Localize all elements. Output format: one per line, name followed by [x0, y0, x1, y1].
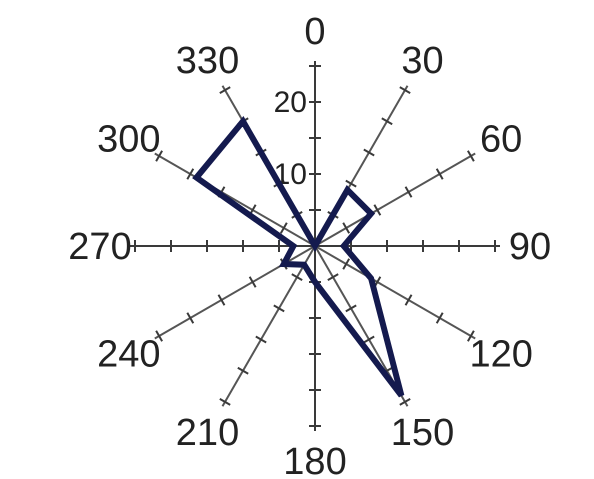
tick-150-15: [363, 335, 375, 344]
tick-210-25: [219, 398, 231, 406]
angle-label-300: 300: [97, 119, 160, 161]
tick-150-25: [399, 398, 411, 406]
tick-210-5: [291, 273, 303, 282]
radius-label-20: 20: [274, 86, 307, 119]
angle-label-240: 240: [97, 334, 160, 376]
tick-240-20: [186, 312, 195, 324]
angle-label-180: 180: [283, 441, 346, 479]
tick-30-20: [381, 117, 393, 126]
tick-240-15: [217, 294, 226, 306]
tick-210-10: [273, 304, 285, 313]
tick-120-25: [467, 330, 475, 342]
tick-30-15: [363, 148, 375, 157]
tick-330-25: [219, 86, 231, 94]
angle-label-60: 60: [480, 119, 522, 161]
angle-label-0: 0: [304, 11, 325, 53]
angle-label-270: 270: [68, 226, 131, 268]
tick-150-10: [345, 304, 357, 313]
tick-120-5: [342, 258, 351, 270]
angle-label-150: 150: [391, 412, 454, 454]
angle-label-330: 330: [176, 40, 239, 82]
tick-60-15: [404, 186, 413, 198]
tick-60-10: [373, 204, 382, 216]
tick-300-5: [279, 222, 288, 234]
angle-label-30: 30: [401, 40, 443, 82]
angle-label-120: 120: [469, 334, 532, 376]
angle-label-90: 90: [509, 226, 551, 268]
radial-ticks: [134, 65, 496, 427]
tick-120-15: [404, 294, 413, 306]
angle-labels: 0 30 60 90 120 150 180 210 240 270 300 330: [68, 11, 551, 479]
tick-210-15: [255, 335, 267, 344]
angle-label-210: 210: [176, 412, 239, 454]
tick-60-5: [342, 222, 351, 234]
tick-30-25: [399, 86, 411, 94]
tick-300-20: [186, 168, 195, 180]
data-series-polygon: [192, 116, 405, 398]
tick-60-25: [467, 150, 475, 162]
tick-210-20: [237, 366, 249, 375]
tick-30-10: [345, 179, 357, 188]
tick-240-25: [155, 330, 163, 342]
tick-150-5: [327, 273, 339, 282]
tick-240-10: [248, 276, 257, 288]
tick-60-20: [435, 168, 444, 180]
tick-120-20: [435, 312, 444, 324]
tick-300-25: [155, 150, 163, 162]
